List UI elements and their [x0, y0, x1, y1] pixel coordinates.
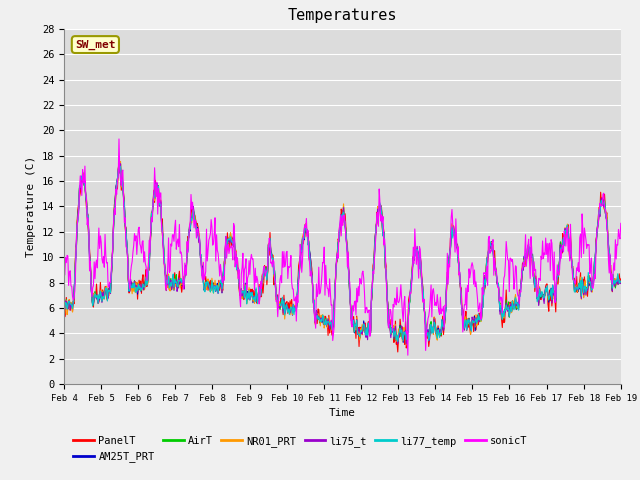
Legend: PanelT, AM25T_PRT, AirT, NR01_PRT, li75_t, li77_temp, sonicT: PanelT, AM25T_PRT, AirT, NR01_PRT, li75_… [69, 432, 532, 466]
Title: Temperatures: Temperatures [287, 9, 397, 24]
Text: SW_met: SW_met [75, 39, 116, 49]
Y-axis label: Temperature (C): Temperature (C) [26, 156, 36, 257]
X-axis label: Time: Time [329, 408, 356, 418]
